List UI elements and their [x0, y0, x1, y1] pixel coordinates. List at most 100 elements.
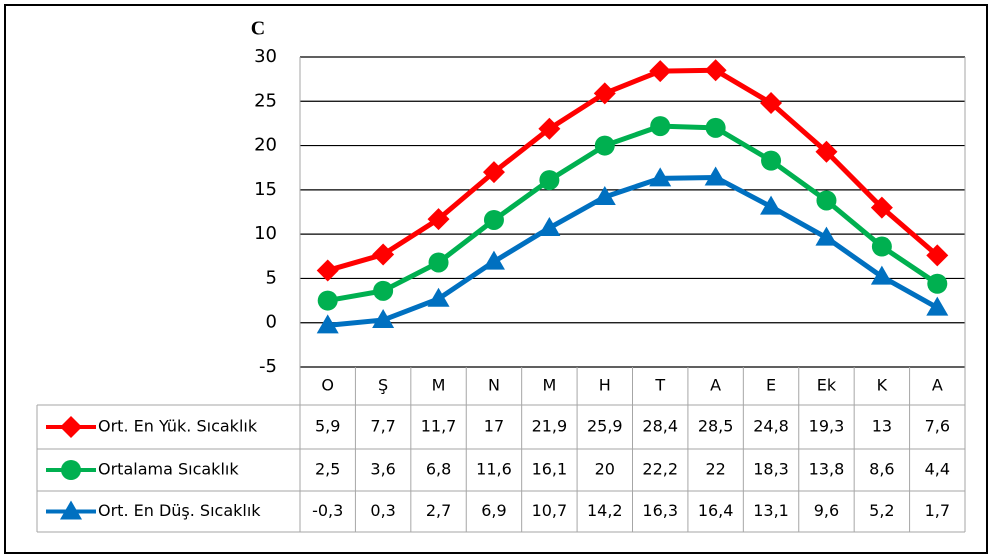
table-value: -0,3 [312, 501, 343, 520]
table-value: 18,3 [753, 460, 789, 479]
marker [539, 170, 560, 191]
table-value: 13,1 [753, 501, 789, 520]
y-axis-label: C [251, 18, 265, 40]
marker [870, 265, 893, 285]
series-line [327, 67, 939, 273]
legend-label: Ort. En Düş. Sıcaklık [98, 501, 261, 520]
table-value: 6,8 [426, 460, 451, 479]
marker [538, 216, 561, 236]
marker [761, 150, 782, 171]
marker [927, 273, 948, 294]
table-value: 21,9 [532, 417, 568, 436]
legend-label: Ortalama Sıcaklık [98, 460, 239, 479]
table-value: 16,4 [698, 501, 734, 520]
table-value: 3,6 [370, 460, 395, 479]
marker [593, 185, 616, 205]
x-tick-label: A [710, 376, 721, 395]
marker [317, 290, 338, 311]
table-value: 22 [705, 460, 725, 479]
marker [538, 117, 561, 140]
x-tick-label: M [432, 376, 446, 395]
table-value: 5,2 [869, 501, 894, 520]
marker [373, 280, 394, 301]
marker [650, 116, 671, 137]
y-tick-label: 10 [254, 223, 277, 244]
table-value: 16,3 [642, 501, 678, 520]
marker [372, 243, 395, 266]
table-value: 13 [872, 417, 892, 436]
table-value: 7,6 [925, 417, 950, 436]
marker [760, 92, 783, 115]
marker [760, 195, 783, 215]
legend-marker [60, 416, 82, 438]
y-tick-label: 5 [266, 267, 277, 288]
table-value: 1,7 [925, 501, 950, 520]
marker [815, 140, 838, 163]
table-value: 20 [595, 460, 615, 479]
table-value: 2,7 [426, 501, 451, 520]
x-tick-label: A [932, 376, 943, 395]
table-value: 14,2 [587, 501, 623, 520]
marker [704, 59, 727, 82]
legend-marker [61, 460, 81, 480]
table-value: 5,9 [315, 417, 340, 436]
marker [427, 208, 450, 231]
table-value: 13,8 [809, 460, 845, 479]
marker [815, 226, 838, 246]
marker [427, 287, 450, 307]
table-value: 2,5 [315, 460, 340, 479]
x-tick-label: Ek [817, 376, 837, 395]
marker [593, 82, 616, 105]
marker [594, 135, 615, 156]
table-value: 22,2 [642, 460, 678, 479]
marker [372, 309, 395, 329]
x-tick-label: E [766, 376, 776, 395]
y-tick-label: 0 [266, 312, 277, 333]
legend-marker [60, 500, 82, 520]
table-value: 28,5 [698, 417, 734, 436]
marker [428, 252, 449, 273]
table-value: 11,6 [476, 460, 512, 479]
y-tick-label: -5 [259, 356, 277, 377]
x-tick-label: N [488, 376, 500, 395]
marker [870, 196, 893, 219]
table-value: 24,8 [753, 417, 789, 436]
x-tick-label: O [321, 376, 334, 395]
table-value: 19,3 [809, 417, 845, 436]
x-tick-label: T [654, 376, 665, 395]
marker [926, 244, 949, 267]
series-line [327, 123, 939, 304]
x-tick-label: H [599, 376, 611, 395]
marker [483, 209, 504, 230]
marker [705, 117, 726, 138]
marker [482, 161, 505, 184]
y-tick-label: 20 [254, 135, 277, 156]
marker [649, 60, 672, 83]
table-value: 6,9 [481, 501, 506, 520]
marker [816, 190, 837, 211]
table-value: 0,3 [370, 501, 395, 520]
marker [649, 167, 672, 187]
marker [926, 296, 949, 316]
legend-label: Ort. En Yük. Sıcaklık [98, 417, 258, 436]
table-value: 4,4 [925, 460, 950, 479]
table-value: 9,6 [814, 501, 839, 520]
table-value: 16,1 [532, 460, 568, 479]
marker [316, 314, 339, 334]
y-tick-label: 30 [254, 46, 277, 67]
marker [482, 250, 505, 270]
marker [704, 166, 727, 186]
table-value: 8,6 [869, 460, 894, 479]
x-tick-label: K [877, 376, 888, 395]
marker [871, 236, 892, 257]
table-value: 11,7 [421, 417, 457, 436]
x-tick-label: M [542, 376, 556, 395]
marker [316, 259, 339, 282]
table-value: 17 [484, 417, 504, 436]
table-value: 28,4 [642, 417, 678, 436]
y-tick-label: 15 [254, 179, 277, 200]
table-value: 10,7 [532, 501, 568, 520]
table-value: 7,7 [370, 417, 395, 436]
